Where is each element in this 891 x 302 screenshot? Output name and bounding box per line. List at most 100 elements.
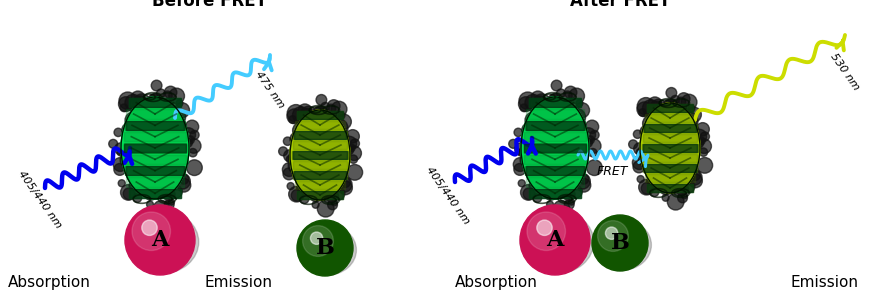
Text: Absorption: Absorption — [8, 275, 91, 290]
Circle shape — [300, 195, 309, 204]
Circle shape — [520, 205, 590, 275]
Circle shape — [150, 94, 159, 103]
Circle shape — [290, 158, 296, 164]
Circle shape — [289, 186, 305, 202]
Bar — [524, 143, 586, 153]
Text: A: A — [546, 229, 564, 251]
Circle shape — [539, 105, 553, 119]
Bar — [524, 155, 586, 164]
Bar — [295, 121, 345, 129]
Circle shape — [316, 95, 327, 105]
Bar — [295, 181, 345, 189]
Circle shape — [663, 99, 678, 114]
Bar — [298, 191, 343, 199]
Circle shape — [169, 119, 186, 136]
Circle shape — [342, 136, 356, 150]
Circle shape — [282, 163, 296, 176]
Circle shape — [288, 153, 297, 162]
Circle shape — [142, 220, 157, 236]
Circle shape — [640, 125, 653, 139]
Circle shape — [642, 115, 658, 131]
Bar — [294, 171, 346, 179]
Circle shape — [186, 139, 201, 153]
Circle shape — [290, 132, 303, 146]
Circle shape — [677, 93, 690, 105]
Circle shape — [525, 95, 542, 111]
Circle shape — [530, 176, 537, 183]
Circle shape — [318, 117, 328, 127]
Circle shape — [699, 148, 707, 156]
Circle shape — [153, 106, 163, 115]
Circle shape — [298, 176, 313, 190]
Circle shape — [337, 177, 352, 192]
Circle shape — [130, 176, 137, 183]
Circle shape — [109, 140, 118, 148]
Circle shape — [522, 123, 535, 137]
Circle shape — [585, 120, 599, 133]
Bar — [527, 177, 584, 187]
Circle shape — [164, 200, 174, 209]
Circle shape — [582, 128, 595, 142]
Circle shape — [638, 146, 647, 155]
Circle shape — [569, 119, 586, 136]
Circle shape — [159, 108, 168, 118]
Bar — [125, 166, 185, 175]
Circle shape — [113, 158, 127, 172]
Circle shape — [667, 193, 684, 210]
Circle shape — [568, 118, 581, 132]
Circle shape — [303, 111, 317, 126]
Circle shape — [163, 188, 176, 201]
Circle shape — [534, 180, 545, 192]
Circle shape — [347, 144, 356, 152]
Circle shape — [326, 190, 339, 202]
Circle shape — [163, 91, 172, 100]
Bar — [647, 104, 693, 112]
Circle shape — [678, 193, 688, 203]
Ellipse shape — [121, 97, 189, 199]
Circle shape — [697, 158, 713, 173]
Text: Emission: Emission — [205, 275, 273, 290]
Circle shape — [125, 112, 141, 128]
Circle shape — [529, 167, 537, 175]
Circle shape — [298, 174, 305, 181]
Circle shape — [134, 180, 146, 192]
Circle shape — [176, 100, 183, 107]
Circle shape — [544, 187, 558, 200]
Circle shape — [525, 128, 536, 140]
Circle shape — [189, 149, 197, 157]
Bar — [645, 174, 695, 182]
Circle shape — [283, 150, 296, 162]
Circle shape — [697, 139, 711, 153]
Circle shape — [120, 151, 138, 169]
Circle shape — [586, 136, 594, 144]
Circle shape — [286, 156, 293, 162]
Circle shape — [299, 108, 315, 123]
Circle shape — [151, 80, 162, 91]
Circle shape — [331, 120, 341, 130]
Circle shape — [671, 95, 680, 104]
Circle shape — [298, 104, 312, 118]
Circle shape — [157, 89, 166, 98]
Ellipse shape — [640, 103, 700, 193]
Circle shape — [649, 111, 666, 128]
Bar — [644, 164, 696, 172]
Circle shape — [168, 108, 185, 126]
Ellipse shape — [593, 220, 651, 270]
Circle shape — [308, 117, 322, 130]
Circle shape — [565, 180, 573, 188]
Circle shape — [648, 112, 660, 124]
Circle shape — [682, 94, 697, 110]
Bar — [129, 188, 181, 198]
Circle shape — [568, 171, 583, 185]
Circle shape — [321, 102, 330, 111]
Circle shape — [347, 165, 363, 180]
Circle shape — [639, 151, 645, 157]
Circle shape — [338, 112, 345, 119]
Bar — [643, 164, 697, 172]
Circle shape — [182, 128, 196, 142]
Circle shape — [682, 122, 699, 139]
Circle shape — [168, 171, 183, 185]
Circle shape — [114, 128, 122, 137]
Circle shape — [292, 107, 309, 124]
Circle shape — [642, 182, 653, 194]
